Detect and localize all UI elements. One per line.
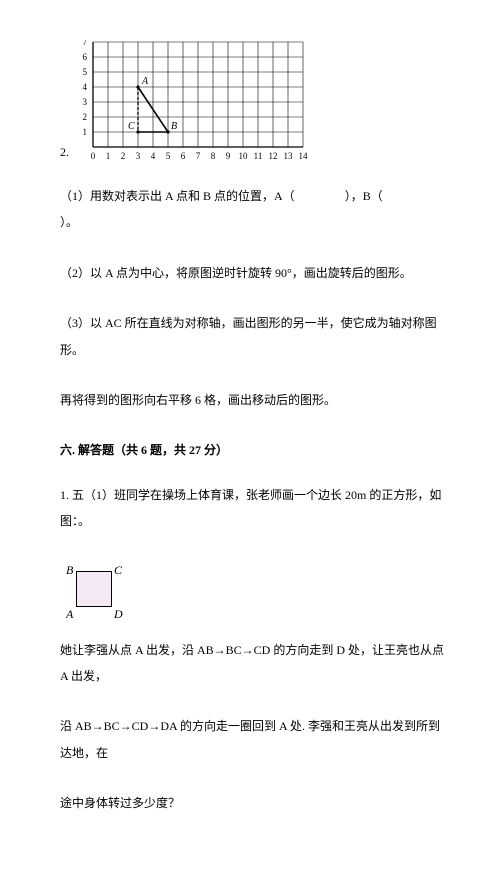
section-6-title: 六. 解答题（共 6 题，共 27 分） xyxy=(60,437,450,463)
svg-text:1: 1 xyxy=(106,151,111,161)
svg-text:0: 0 xyxy=(91,151,96,161)
label-c: C xyxy=(114,557,122,583)
label-b: B xyxy=(66,557,73,583)
svg-text:2: 2 xyxy=(83,112,88,122)
square-box xyxy=(76,571,112,607)
question-number: 2. xyxy=(60,139,69,165)
square-diagram: B C A D xyxy=(60,559,130,619)
sub-question-4: 再将得到的图形向右平移 6 格，画出移动后的图形。 xyxy=(60,387,450,413)
svg-text:7: 7 xyxy=(196,151,201,161)
svg-text:3: 3 xyxy=(136,151,141,161)
sub-question-3: （3）以 AC 所在直线为对称轴，画出图形的另一半，使它成为轴对称图形。 xyxy=(60,310,450,363)
problem-1-line2: 图：。 xyxy=(60,508,450,534)
svg-text:5: 5 xyxy=(166,151,171,161)
svg-text:3: 3 xyxy=(83,97,88,107)
svg-text:1: 1 xyxy=(83,127,88,137)
sub-question-2: （2）以 A 点为中心，将原图逆时针旋转 90°，画出旋转后的图形。 xyxy=(60,260,450,286)
svg-text:9: 9 xyxy=(226,151,231,161)
svg-text:7: 7 xyxy=(83,40,88,47)
svg-text:4: 4 xyxy=(83,82,88,92)
svg-text:B: B xyxy=(171,121,177,132)
problem-1-line1: 1. 五（1）班同学在操场上体育课，张老师画一个边长 20m 的正方形，如 xyxy=(60,482,450,508)
sub-question-1: （1）用数对表示出 A 点和 B 点的位置，A（ ），B（ ）。 xyxy=(60,183,450,236)
svg-text:13: 13 xyxy=(284,151,294,161)
svg-text:5: 5 xyxy=(83,67,88,77)
q1-text-a: （1）用数对表示出 A 点和 B 点的位置，A（ xyxy=(60,189,295,203)
svg-text:14: 14 xyxy=(299,151,308,161)
svg-text:12: 12 xyxy=(269,151,278,161)
svg-text:6: 6 xyxy=(83,52,88,62)
q1-text-b: ），B（ xyxy=(345,189,383,203)
problem-1-line5: 途中身体转过多少度？ xyxy=(60,790,450,816)
svg-text:10: 10 xyxy=(239,151,249,161)
svg-text:11: 11 xyxy=(254,151,263,161)
svg-text:A: A xyxy=(141,76,149,87)
label-d: D xyxy=(114,601,123,627)
svg-text:4: 4 xyxy=(151,151,156,161)
svg-text:8: 8 xyxy=(211,151,216,161)
coordinate-grid: 012345678910111213141234567ABC xyxy=(75,40,307,165)
svg-text:2: 2 xyxy=(121,151,126,161)
q1-text-c: ）。 xyxy=(60,215,78,229)
label-a: A xyxy=(66,601,73,627)
svg-text:6: 6 xyxy=(181,151,186,161)
problem-1-line4: 沿 AB→BC→CD→DA 的方向走一圈回到 A 处. 李强和王亮从出发到所到达… xyxy=(60,713,450,766)
problem-1-line3: 她让李强从点 A 出发，沿 AB→BC→CD 的方向走到 D 处，让王亮也从点 … xyxy=(60,637,450,690)
svg-text:C: C xyxy=(128,121,135,132)
